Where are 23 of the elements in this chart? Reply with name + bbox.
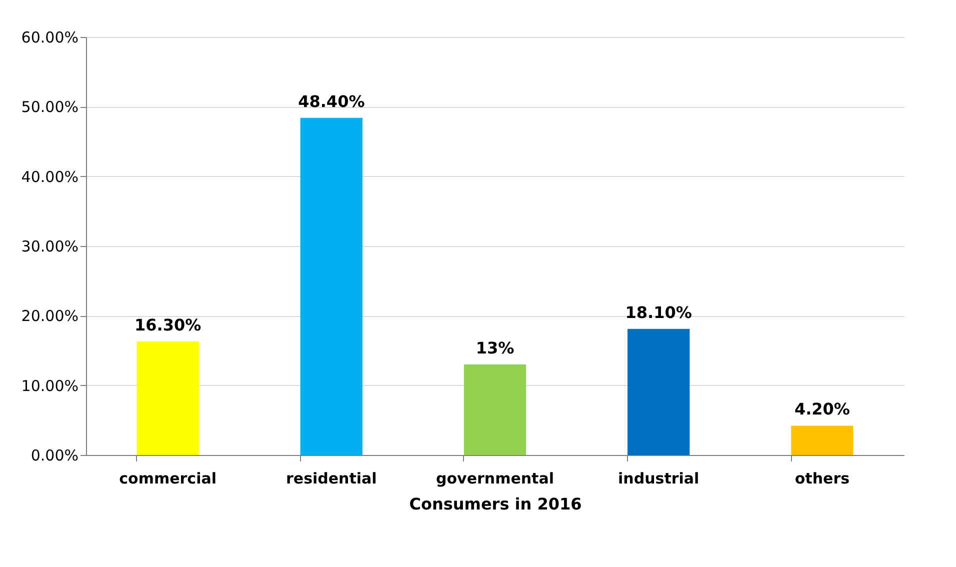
bar bbox=[791, 426, 854, 455]
y-tick-label: 50.00% bbox=[21, 98, 78, 116]
x-tick-label: industrial bbox=[618, 470, 700, 488]
data-label: 4.20% bbox=[794, 400, 850, 419]
bar bbox=[300, 118, 362, 455]
x-tick-label: others bbox=[794, 470, 850, 488]
data-label: 16.30% bbox=[134, 315, 202, 334]
x-tick-label: residential bbox=[286, 470, 377, 488]
bar bbox=[628, 328, 690, 455]
y-tick-label: 60.00% bbox=[21, 28, 78, 46]
x-axis-title: Consumers in 2016 bbox=[409, 494, 582, 514]
bar bbox=[136, 341, 199, 455]
y-tick-label: 0.00% bbox=[30, 446, 78, 464]
y-tick-label: 30.00% bbox=[21, 238, 78, 256]
data-label: 48.40% bbox=[298, 92, 365, 111]
data-label: 18.10% bbox=[625, 302, 692, 322]
data-label: 13% bbox=[476, 338, 514, 358]
y-tick-label: 20.00% bbox=[21, 307, 78, 326]
x-tick-label: commercial bbox=[119, 470, 216, 488]
bar bbox=[464, 364, 526, 455]
y-tick-label: 40.00% bbox=[21, 168, 78, 186]
x-tick-label: governmental bbox=[436, 470, 554, 488]
y-tick-label: 10.00% bbox=[21, 376, 78, 395]
